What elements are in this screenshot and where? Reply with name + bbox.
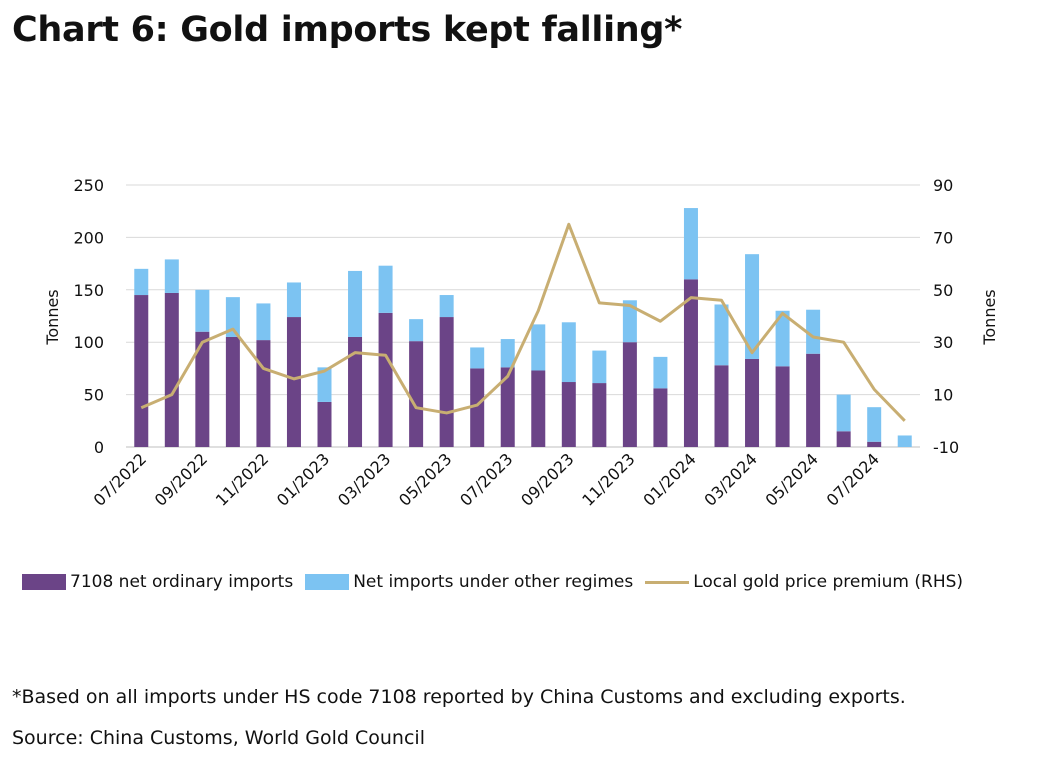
- x-tick-label-01-2023: 01/2023: [273, 449, 333, 509]
- bar-ordinary-06/2024: [836, 431, 851, 447]
- bar-other-12/2023: [653, 356, 668, 389]
- legend-label-other: Net imports under other regimes: [353, 572, 634, 592]
- bar-other-11/2022: [256, 303, 271, 341]
- x-tick-label-07-2024: 07/2024: [823, 449, 883, 509]
- bar-ordinary-12/2022: [286, 317, 301, 447]
- bar-ordinary-04/2023: [409, 341, 424, 447]
- bar-ordinary-03/2024: [745, 358, 760, 447]
- bar-ordinary-12/2023: [653, 388, 668, 447]
- legend-swatch-premium: [645, 580, 690, 584]
- x-tick-label-11-2023: 11/2023: [578, 449, 638, 509]
- y-tick-label-5: 250: [73, 176, 104, 195]
- y-tick-label-0: 0: [94, 438, 104, 457]
- y2-tick-label-1: 10: [933, 386, 953, 405]
- chart-title: Chart 6: Gold imports kept falling*: [12, 10, 683, 50]
- bar-ordinary-09/2022: [195, 331, 210, 447]
- bar-other-09/2022: [195, 289, 210, 332]
- bar-ordinary-10/2023: [592, 383, 607, 447]
- x-tick-label-05-2024: 05/2024: [762, 449, 822, 509]
- legend-item-other: Net imports under other regimes: [305, 572, 633, 592]
- line-series: [140, 222, 906, 422]
- y-axis-title: Tonnes: [43, 289, 62, 345]
- bar-other-03/2023: [378, 265, 393, 313]
- bar-ordinary-06/2023: [470, 368, 485, 447]
- y-tick-label-3: 150: [73, 281, 104, 300]
- bar-other-08/2023: [531, 324, 546, 371]
- y-tick-label-2: 100: [73, 333, 104, 352]
- legend-label-premium: Local gold price premium (RHS): [693, 572, 964, 592]
- bar-ordinary-11/2023: [622, 342, 637, 447]
- bar-ordinary-03/2023: [378, 312, 393, 447]
- bar-other-09/2023: [561, 322, 576, 383]
- bar-other-01/2023: [317, 367, 332, 402]
- footnote: *Based on all imports under HS code 7108…: [12, 686, 906, 708]
- bar-ordinary-02/2023: [348, 336, 363, 447]
- bar-other-02/2024: [714, 304, 729, 366]
- bar-other-05/2024: [806, 309, 821, 354]
- x-tick-label-03-2024: 03/2024: [700, 449, 760, 509]
- bar-other-08/2024: [897, 435, 912, 447]
- x-tick-label-09-2022: 09/2022: [151, 449, 211, 509]
- bar-other-06/2024: [836, 394, 851, 432]
- y-tick-label-1: 50: [84, 386, 104, 405]
- x-tick-label-11-2022: 11/2022: [212, 449, 272, 509]
- bar-other-04/2023: [409, 319, 424, 342]
- y-axis-left: 0 50 100 150 200 250: [73, 176, 104, 457]
- bar-ordinary-01/2024: [683, 279, 698, 447]
- legend: 7108 net ordinary imports Net imports un…: [22, 572, 975, 592]
- bar-ordinary-07/2023: [500, 367, 515, 447]
- bar-other-01/2024: [683, 208, 698, 280]
- bar-ordinary-09/2023: [561, 382, 576, 447]
- legend-label-ordinary: 7108 net ordinary imports: [70, 572, 294, 592]
- bar-other-11/2023: [622, 300, 637, 343]
- bar-other-04/2024: [775, 310, 790, 367]
- y2-tick-label-3: 50: [933, 281, 953, 300]
- x-tick-label-01-2024: 01/2024: [639, 449, 699, 509]
- x-tick-label-03-2023: 03/2023: [334, 449, 394, 509]
- bar-ordinary-05/2024: [806, 353, 821, 447]
- y2-tick-label-4: 70: [933, 228, 953, 247]
- x-axis: 07/2022 09/2022 11/2022 01/2023 03/2023 05/20…: [90, 449, 883, 509]
- gridlines: [126, 184, 920, 448]
- bar-other-08/2022: [164, 259, 179, 293]
- y2-tick-label-2: 30: [933, 333, 953, 352]
- bar-other-02/2023: [348, 270, 363, 337]
- bar-ordinary-07/2024: [867, 441, 882, 447]
- x-tick-label-05-2023: 05/2023: [395, 449, 455, 509]
- bar-ordinary-10/2022: [225, 336, 240, 447]
- bar-ordinary-01/2023: [317, 401, 332, 447]
- bar-other-07/2024: [867, 407, 882, 442]
- y2-axis-title: Tonnes: [980, 289, 999, 345]
- legend-swatch-ordinary: [22, 574, 66, 590]
- x-tick-label-07-2023: 07/2023: [456, 449, 516, 509]
- bar-other-07/2022: [134, 268, 149, 296]
- legend-item-premium: Local gold price premium (RHS): [645, 572, 963, 592]
- bar-other-12/2022: [286, 282, 301, 318]
- y2-tick-label-5: 90: [933, 176, 953, 195]
- bar-other-05/2023: [439, 295, 454, 318]
- bar-other-07/2023: [500, 339, 515, 368]
- y-axis-right: -10 10 30 50 70 90: [933, 176, 959, 457]
- legend-item-ordinary: 7108 net ordinary imports: [22, 572, 293, 592]
- bar-ordinary-07/2022: [134, 295, 149, 447]
- bar-ordinary-04/2024: [775, 366, 790, 447]
- bar-other-06/2023: [470, 347, 485, 369]
- y-tick-label-4: 200: [73, 228, 104, 247]
- bar-ordinary-02/2024: [714, 365, 729, 447]
- bar-ordinary-11/2022: [256, 340, 271, 447]
- x-tick-label-09-2023: 09/2023: [517, 449, 577, 509]
- y2-tick-label-0: -10: [933, 438, 959, 457]
- legend-swatch-other: [305, 574, 350, 590]
- bar-ordinary-08/2022: [164, 292, 179, 447]
- bar-series: [134, 208, 912, 447]
- source-note: Source: China Customs, World Gold Counci…: [12, 727, 425, 749]
- bar-other-10/2022: [225, 297, 240, 337]
- bar-other-03/2024: [745, 254, 760, 359]
- x-tick-label-07-2022: 07/2022: [90, 449, 150, 509]
- bar-ordinary-05/2023: [439, 317, 454, 447]
- bar-other-10/2023: [592, 350, 607, 384]
- premium-line: [140, 222, 906, 422]
- bar-ordinary-08/2023: [531, 370, 546, 447]
